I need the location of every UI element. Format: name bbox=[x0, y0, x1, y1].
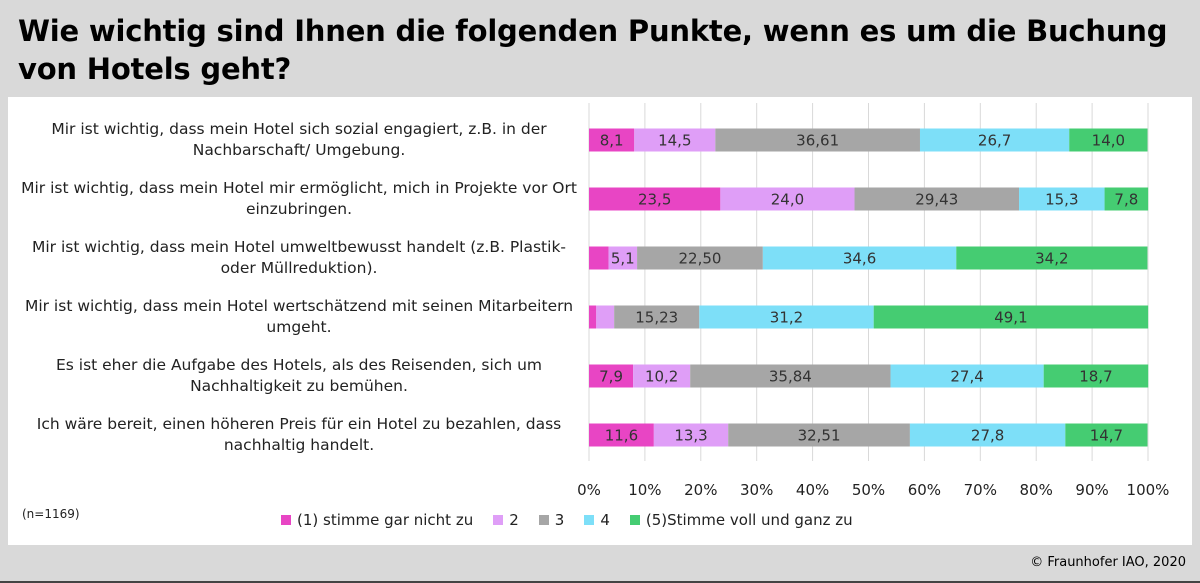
legend-item: (5)Stimme voll und ganz zu bbox=[629, 511, 853, 529]
bar-segment bbox=[596, 305, 615, 329]
data-label: 18,7 bbox=[1079, 368, 1112, 386]
legend-item: 2 bbox=[493, 511, 519, 529]
data-label: 14,7 bbox=[1090, 427, 1123, 445]
stacked-bar-chart: 0% 10% 20% 30% 40% 50% 60% 70% 80% 90% 100% 8,1 14,5… bbox=[577, 103, 1170, 499]
data-label: 29,43 bbox=[915, 191, 958, 209]
bar-segment bbox=[589, 305, 597, 329]
x-tick-label: 20% bbox=[684, 481, 717, 499]
x-tick-label: 90% bbox=[1075, 481, 1108, 499]
bar-segment bbox=[890, 364, 1044, 388]
data-label: 31,2 bbox=[770, 309, 803, 327]
bar-segment bbox=[1043, 364, 1149, 388]
bar-segment bbox=[690, 364, 891, 388]
data-label: 27,4 bbox=[950, 368, 983, 386]
bar-segment bbox=[614, 305, 700, 329]
data-label: 24,0 bbox=[771, 191, 804, 209]
category-label: Es ist eher die Aufgabe des Hotels, als … bbox=[55, 356, 543, 395]
bottom-divider bbox=[0, 581, 1200, 583]
legend-swatch bbox=[281, 515, 291, 525]
chart-legend: (1) stimme gar nicht zu 2 3 4 (5)Stimme voll… bbox=[281, 511, 873, 529]
legend-item: 4 bbox=[584, 511, 610, 529]
data-label: 10,2 bbox=[645, 368, 678, 386]
category-label: Mir ist wichtig, dass mein Hotel wertsch… bbox=[24, 297, 574, 336]
bar-segment bbox=[909, 423, 1066, 447]
data-label: 8,1 bbox=[600, 132, 624, 150]
bar-segment bbox=[873, 305, 1149, 329]
bar-segment bbox=[1019, 187, 1105, 211]
data-label: 22,50 bbox=[678, 250, 721, 268]
legend-item: 3 bbox=[538, 511, 565, 529]
legend-label: 4 bbox=[600, 511, 610, 529]
x-tick-label: 40% bbox=[796, 481, 829, 499]
data-label: 7,8 bbox=[1114, 191, 1138, 209]
data-label: 34,6 bbox=[843, 250, 876, 268]
data-label: 32,51 bbox=[798, 427, 841, 445]
data-label: 13,3 bbox=[674, 427, 707, 445]
data-label: 26,7 bbox=[978, 132, 1011, 150]
data-label: 34,2 bbox=[1035, 250, 1068, 268]
data-label: 15,23 bbox=[635, 309, 678, 327]
data-label: 5,1 bbox=[611, 250, 635, 268]
bar-segment bbox=[854, 187, 1020, 211]
bar-segment bbox=[653, 423, 729, 447]
legend-item: (1) stimme gar nicht zu bbox=[281, 511, 473, 529]
legend-swatch bbox=[629, 515, 640, 525]
bar-segment bbox=[956, 246, 1148, 270]
bar-segment bbox=[589, 246, 609, 270]
bar-segment bbox=[633, 364, 691, 388]
x-tick-label: 70% bbox=[964, 481, 997, 499]
data-label: 35,84 bbox=[769, 368, 812, 386]
legend-swatch bbox=[584, 515, 595, 525]
data-label: 11,6 bbox=[605, 427, 638, 445]
bar-segment bbox=[762, 246, 957, 270]
x-tick-label: 30% bbox=[740, 481, 773, 499]
sample-size-note: (n=1169) bbox=[22, 507, 80, 521]
copyright-notice: © Fraunhofer IAO, 2020 bbox=[1030, 555, 1186, 570]
data-label: 14,5 bbox=[658, 132, 691, 150]
category-label: Ich wäre bereit, einen höheren Preis für… bbox=[36, 415, 562, 454]
bar-segment bbox=[1069, 128, 1148, 152]
category-label: Mir ist wichtig, dass mein Hotel umweltb… bbox=[31, 238, 567, 277]
data-label: 27,8 bbox=[971, 427, 1004, 445]
bar-segment bbox=[589, 187, 721, 211]
x-tick-label: 80% bbox=[1020, 481, 1053, 499]
legend-label: (5)Stimme voll und ganz zu bbox=[645, 511, 853, 529]
legend-swatch bbox=[538, 515, 549, 525]
x-tick-label: 0% bbox=[577, 481, 601, 499]
chart-panel: 0% 10% 20% 30% 40% 50% 60% 70% 80% 90% 100% 8,1 14,5… bbox=[8, 97, 1192, 545]
x-tick-label: 50% bbox=[852, 481, 885, 499]
x-tick-label: 100% bbox=[1127, 481, 1170, 499]
bar-segment bbox=[637, 246, 763, 270]
legend-label: 3 bbox=[554, 511, 565, 529]
data-label: 15,3 bbox=[1045, 191, 1078, 209]
bar-segment bbox=[715, 128, 920, 152]
data-label: 36,61 bbox=[796, 132, 839, 150]
data-label: 7,9 bbox=[599, 368, 623, 386]
bar-segment bbox=[919, 128, 1070, 152]
data-label: 14,0 bbox=[1092, 132, 1125, 150]
bar-segment bbox=[1104, 187, 1149, 211]
bar-segment bbox=[589, 364, 634, 388]
bar-segment bbox=[1065, 423, 1148, 447]
x-tick-label: 60% bbox=[908, 481, 941, 499]
bar-segment bbox=[608, 246, 638, 270]
data-label: 23,5 bbox=[638, 191, 671, 209]
bar-segment bbox=[720, 187, 855, 211]
data-label: 49,1 bbox=[994, 309, 1027, 327]
bar-segment bbox=[699, 305, 874, 329]
x-tick-label: 10% bbox=[628, 481, 661, 499]
bar-segment bbox=[589, 423, 654, 447]
bar-segment bbox=[589, 128, 635, 152]
legend-label: 2 bbox=[509, 511, 519, 529]
legend-swatch bbox=[493, 515, 504, 525]
bar-segment bbox=[634, 128, 716, 152]
chart-title: Wie wichtig sind Ihnen die folgenden Pun… bbox=[18, 14, 1168, 86]
category-label: Mir ist wichtig, dass mein Hotel mir erm… bbox=[21, 179, 577, 218]
category-label: Mir ist wichtig, dass mein Hotel sich so… bbox=[51, 120, 547, 159]
bar-segment bbox=[728, 423, 910, 447]
legend-label: (1) stimme gar nicht zu bbox=[297, 511, 474, 529]
